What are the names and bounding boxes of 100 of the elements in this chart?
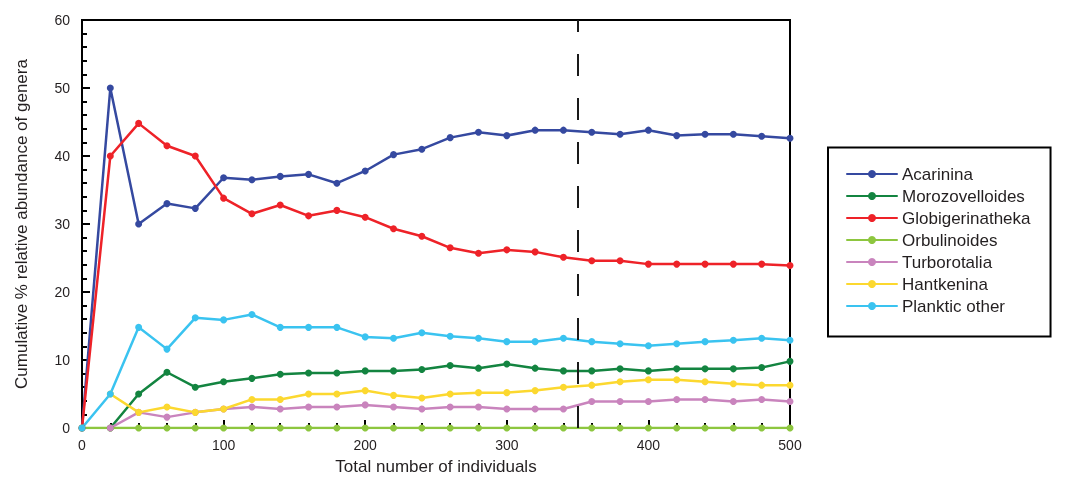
point bbox=[503, 360, 511, 368]
point bbox=[729, 260, 737, 268]
point bbox=[305, 403, 313, 411]
legend-label: Morozovelloides bbox=[902, 186, 1025, 206]
point bbox=[644, 376, 652, 384]
point bbox=[305, 369, 313, 377]
y-axis-title: Cumulative % relative abundance of genera bbox=[12, 58, 31, 389]
point bbox=[191, 204, 199, 212]
point bbox=[758, 363, 766, 371]
point bbox=[418, 366, 426, 374]
point bbox=[361, 367, 369, 375]
legend-label: Orbulinoides bbox=[902, 230, 998, 250]
point bbox=[361, 333, 369, 341]
point bbox=[559, 383, 567, 391]
point bbox=[701, 365, 709, 373]
point bbox=[503, 132, 511, 140]
point bbox=[786, 397, 794, 405]
point bbox=[135, 220, 143, 228]
point bbox=[588, 367, 596, 375]
point bbox=[701, 338, 709, 346]
point bbox=[220, 316, 228, 324]
point bbox=[220, 194, 228, 202]
point bbox=[758, 132, 766, 140]
point bbox=[474, 249, 482, 257]
point bbox=[446, 332, 454, 340]
point bbox=[531, 248, 539, 256]
point bbox=[644, 126, 652, 134]
point bbox=[474, 364, 482, 372]
x-tick-label: 500 bbox=[778, 437, 802, 453]
point bbox=[616, 378, 624, 386]
point bbox=[559, 334, 567, 342]
legend-label: Acarinina bbox=[902, 164, 974, 184]
point bbox=[135, 119, 143, 127]
point bbox=[644, 342, 652, 350]
point bbox=[191, 424, 199, 432]
point bbox=[220, 174, 228, 182]
point bbox=[163, 142, 171, 150]
point bbox=[333, 369, 341, 377]
y-tick-label: 50 bbox=[54, 80, 71, 96]
point bbox=[390, 391, 398, 399]
point bbox=[333, 179, 341, 187]
point bbox=[418, 329, 426, 337]
x-tick-label: 0 bbox=[78, 437, 87, 453]
point bbox=[531, 387, 539, 395]
y-tick-label: 10 bbox=[54, 352, 71, 368]
x-tick-label: 400 bbox=[636, 437, 661, 453]
point bbox=[616, 365, 624, 373]
point bbox=[390, 151, 398, 159]
point bbox=[333, 206, 341, 214]
legend-label: Globigerinatheka bbox=[902, 208, 1032, 228]
point bbox=[305, 170, 313, 178]
point bbox=[559, 367, 567, 375]
point bbox=[673, 260, 681, 268]
y-tick-label: 40 bbox=[54, 148, 71, 164]
point bbox=[248, 310, 256, 318]
point bbox=[503, 389, 511, 397]
point bbox=[248, 395, 256, 403]
point bbox=[786, 336, 794, 344]
point bbox=[361, 167, 369, 175]
point bbox=[474, 424, 482, 432]
point bbox=[588, 338, 596, 346]
y-tick-label: 30 bbox=[54, 216, 71, 232]
point bbox=[361, 387, 369, 395]
point bbox=[701, 378, 709, 386]
point bbox=[276, 395, 284, 403]
point bbox=[503, 246, 511, 254]
point bbox=[163, 200, 171, 208]
y-tick-label: 60 bbox=[54, 12, 71, 28]
point bbox=[163, 368, 171, 376]
y-tick-label: 20 bbox=[54, 284, 71, 300]
point bbox=[390, 367, 398, 375]
point bbox=[758, 334, 766, 342]
x-tick-label: 200 bbox=[353, 437, 378, 453]
point bbox=[191, 383, 199, 391]
point bbox=[361, 401, 369, 409]
point bbox=[616, 130, 624, 138]
point bbox=[361, 213, 369, 221]
point bbox=[248, 374, 256, 382]
point bbox=[474, 334, 482, 342]
point bbox=[559, 126, 567, 134]
point bbox=[616, 340, 624, 348]
point bbox=[446, 403, 454, 411]
point bbox=[474, 403, 482, 411]
point bbox=[135, 323, 143, 331]
point bbox=[701, 395, 709, 403]
point bbox=[673, 365, 681, 373]
point bbox=[418, 145, 426, 153]
point bbox=[446, 134, 454, 142]
x-tick-label: 100 bbox=[211, 437, 236, 453]
point bbox=[305, 323, 313, 331]
point bbox=[276, 201, 284, 209]
point bbox=[531, 364, 539, 372]
point bbox=[248, 176, 256, 184]
point bbox=[531, 126, 539, 134]
y-tick-label: 0 bbox=[62, 420, 71, 436]
point bbox=[588, 128, 596, 136]
point bbox=[701, 130, 709, 138]
point bbox=[135, 390, 143, 398]
point bbox=[361, 424, 369, 432]
point bbox=[333, 323, 341, 331]
